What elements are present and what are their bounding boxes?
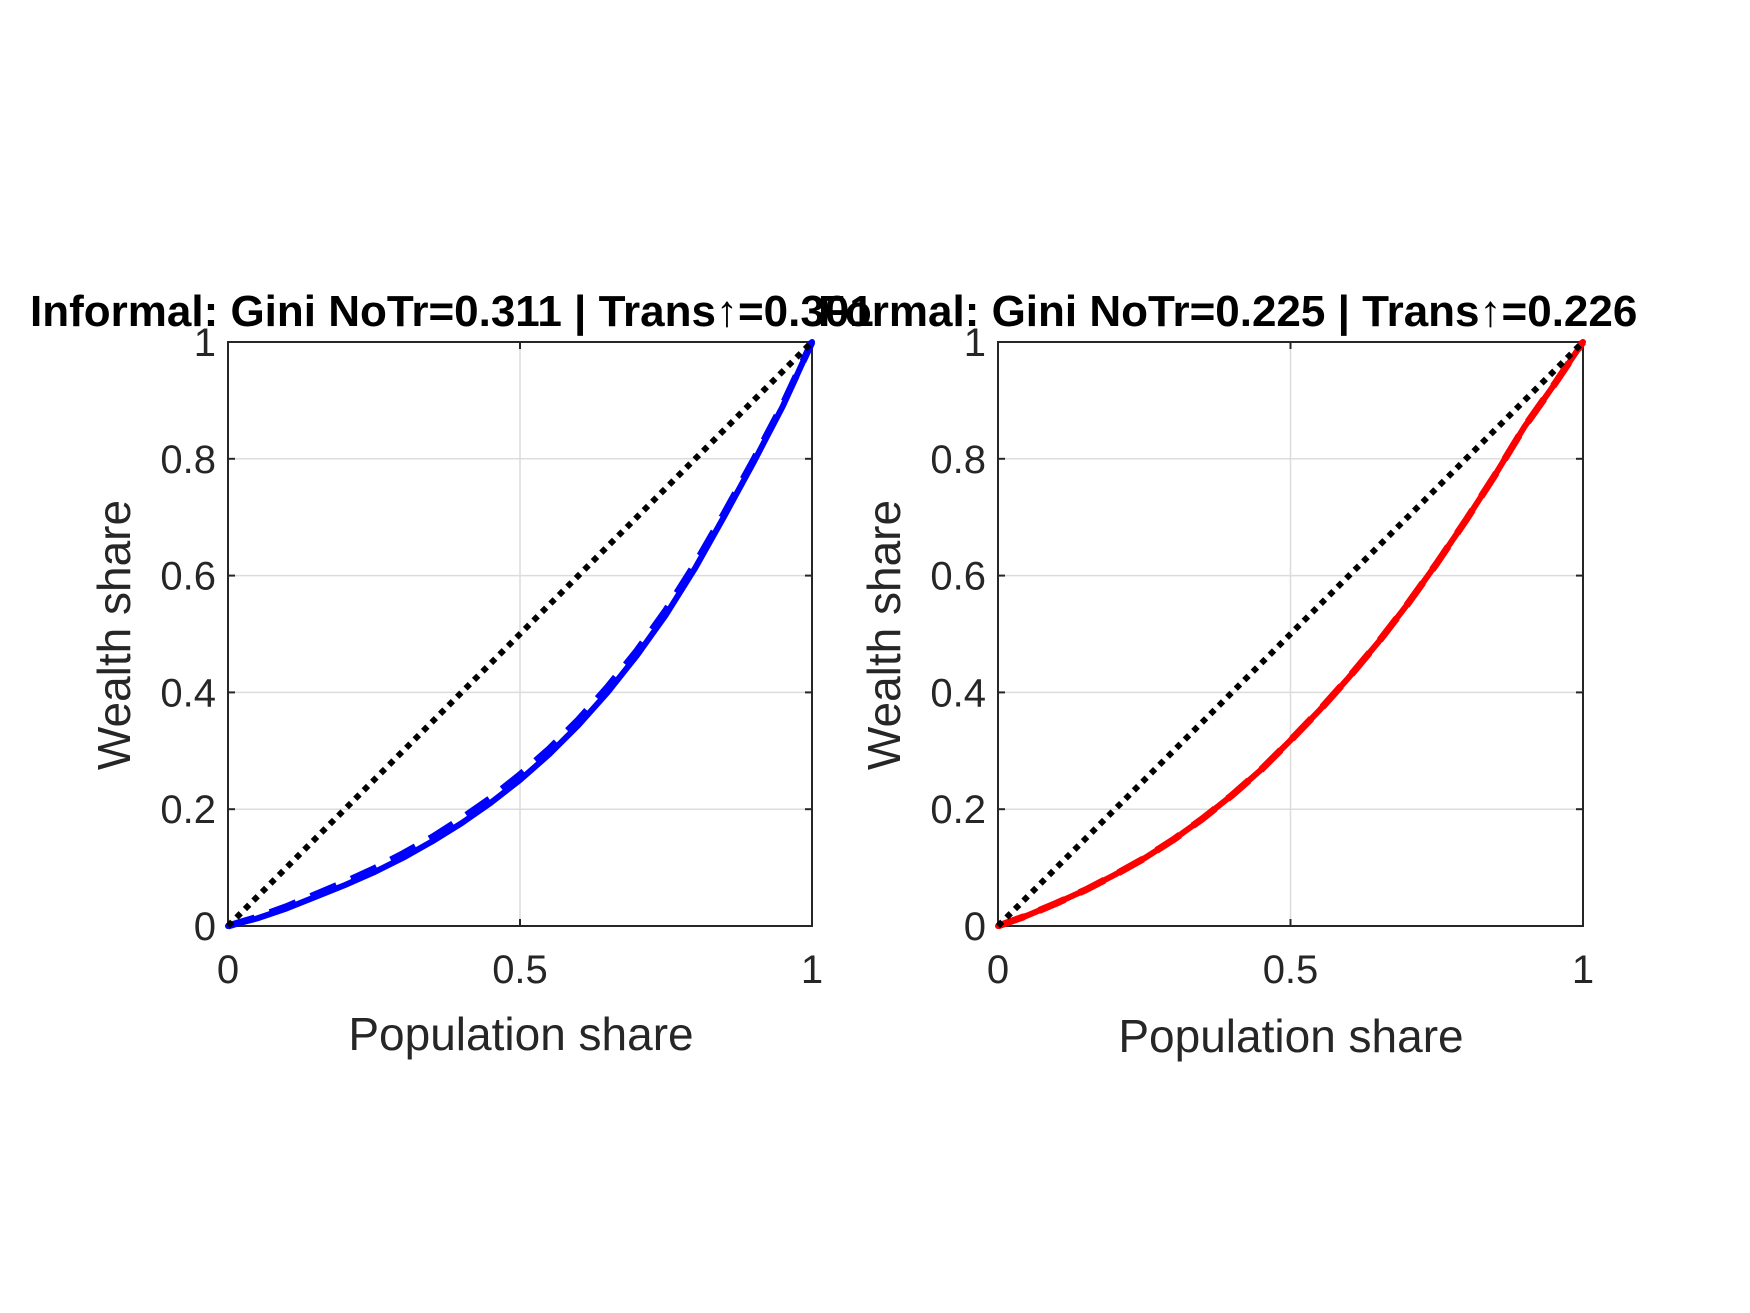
formal-y-tick-label-4: 0.8 (930, 438, 986, 482)
formal-y-tick-label-0: 0 (964, 905, 986, 949)
informal-x-tick-label-1: 0.5 (492, 948, 548, 992)
informal-series-lines (225, 339, 816, 930)
informal-series-dashed-line (226, 340, 816, 930)
informal-x-axis-label: Population share (348, 1008, 693, 1060)
informal-y-tick-label-0: 0 (194, 905, 216, 949)
formal-x-tick-label-1: 0.5 (1263, 948, 1319, 992)
formal-chart-title: Formal: Gini NoTr=0.225 | Trans↑=0.226 (818, 287, 1637, 337)
formal-tick-labels: 0 0.5 1 0 0.2 0.4 0.6 0.8 1 (930, 321, 1594, 992)
formal-y-tick-label-3: 0.6 (930, 555, 986, 599)
formal-y-tick-label-2: 0.4 (930, 671, 986, 715)
formal-y-tick-label-1: 0.2 (930, 788, 986, 832)
formal-x-tick-label-0: 0 (987, 948, 1009, 992)
informal-y-axis-label: Wealth share (88, 500, 140, 770)
informal-y-tick-label-4: 0.8 (160, 438, 216, 482)
informal-x-tick-label-2: 1 (801, 948, 823, 992)
informal-y-tick-label-3: 0.6 (160, 555, 216, 599)
informal-y-tick-label-2: 0.4 (160, 671, 216, 715)
formal-x-tick-label-2: 1 (1572, 948, 1594, 992)
formal-series-lines (995, 339, 1586, 930)
informal-x-tick-label-0: 0 (217, 948, 239, 992)
formal-y-tick-label-5: 1 (964, 321, 986, 365)
formal-series-dashed-line (996, 340, 1586, 930)
formal-chart-panel: Formal: Gini NoTr=0.225 | Trans↑=0.226 0… (818, 287, 1637, 1062)
informal-chart-panel: Informal: Gini NoTr=0.311 | Trans↑=0.301… (30, 287, 874, 1060)
informal-tick-labels: 0 0.5 1 0 0.2 0.4 0.6 0.8 1 (160, 321, 823, 992)
informal-y-tick-label-5: 1 (194, 321, 216, 365)
formal-y-axis-label: Wealth share (858, 500, 910, 770)
formal-series-dotted-line (995, 339, 1586, 929)
informal-y-tick-label-1: 0.2 (160, 788, 216, 832)
formal-x-axis-label: Population share (1118, 1010, 1463, 1062)
informal-chart-title: Informal: Gini NoTr=0.311 | Trans↑=0.301 (30, 287, 874, 337)
informal-series-dotted-line (225, 339, 815, 929)
informal-axes (227, 341, 813, 927)
